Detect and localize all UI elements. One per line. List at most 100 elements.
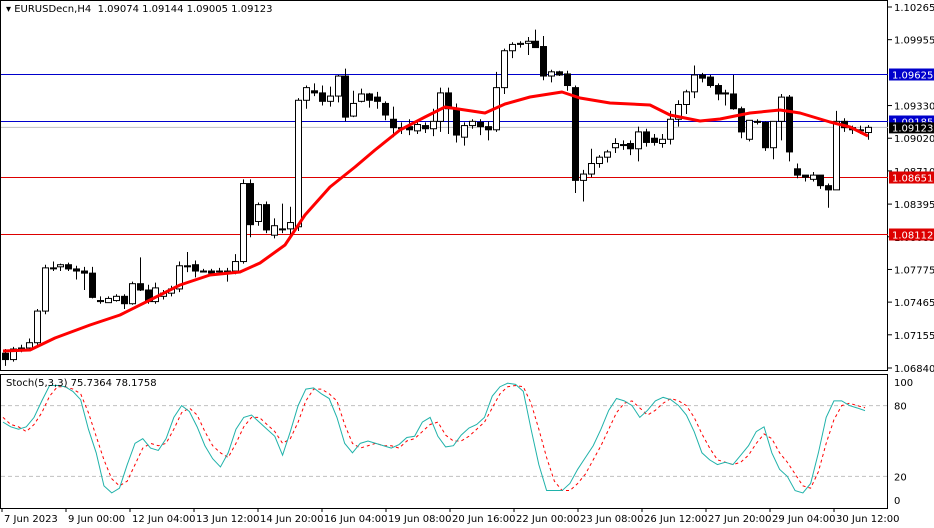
moving-average-line xyxy=(2,90,869,353)
candle xyxy=(675,103,682,120)
price-tick-label: 1.06840 xyxy=(894,364,934,375)
candle xyxy=(311,90,318,94)
candle xyxy=(556,71,563,76)
candle xyxy=(715,85,722,95)
candle xyxy=(350,102,357,117)
candle xyxy=(97,300,104,303)
candle xyxy=(295,99,302,228)
price-axis: 1.102651.099551.093301.090201.087101.083… xyxy=(888,3,934,375)
price-tick-label: 1.07775 xyxy=(894,265,934,276)
time-axis: 7 Jun 2023 9 Jun 00:00 12 Jun 04:00 13 Jun … xyxy=(1,508,900,525)
candle xyxy=(707,76,714,87)
candle xyxy=(643,131,650,143)
candle xyxy=(691,74,698,93)
candle xyxy=(137,283,144,291)
stoch-tick-label: 100 xyxy=(894,378,913,389)
candle xyxy=(865,126,872,134)
stoch-tick-label: 80 xyxy=(894,402,907,413)
candle xyxy=(247,183,254,226)
candle xyxy=(651,137,658,143)
candle xyxy=(572,87,579,181)
candle xyxy=(366,93,373,101)
time-tick-label: 16 Jun 04:00 xyxy=(324,514,388,525)
stoch-label: Stoch(5,3,3) xyxy=(6,378,68,389)
candle xyxy=(327,95,334,102)
candle xyxy=(430,120,437,130)
ohlc-values: 1.09074 1.09144 1.09005 1.09123 xyxy=(97,4,273,15)
candle xyxy=(382,102,389,116)
candle xyxy=(730,93,737,110)
time-tick-label: 12 Jun 04:00 xyxy=(132,514,196,525)
candle xyxy=(794,168,801,176)
candle xyxy=(342,75,349,118)
symbol-timeframe: EURUSDecn,H4 xyxy=(14,4,92,15)
candle xyxy=(89,272,96,298)
candle xyxy=(461,125,468,138)
candle xyxy=(453,108,460,136)
price-tick-label: 1.09330 xyxy=(894,102,934,113)
candle xyxy=(754,120,761,123)
candle xyxy=(722,92,729,95)
time-tick-label: 29 Jun 04:00 xyxy=(772,514,836,525)
stochastic-oscillator: 100 80 20 0 xyxy=(1,378,913,507)
candle xyxy=(255,204,262,222)
candle xyxy=(129,283,136,305)
candle xyxy=(699,74,706,79)
price-tick-label: 1.08395 xyxy=(894,200,934,211)
candle xyxy=(192,264,199,272)
level-price-label: 1.09625 xyxy=(892,71,933,82)
candle xyxy=(358,93,365,102)
candle xyxy=(200,270,207,273)
time-tick-label: 13 Jun 12:00 xyxy=(196,514,260,525)
candle xyxy=(271,225,278,236)
candle xyxy=(817,174,824,187)
candle xyxy=(374,96,381,102)
stoch-header: Stoch(5,3,3) 75.7364 78.1758 xyxy=(6,378,157,389)
candle xyxy=(580,173,587,181)
candle xyxy=(287,222,294,230)
candle xyxy=(517,42,524,45)
candle xyxy=(208,270,215,274)
candle xyxy=(770,120,777,149)
candle xyxy=(683,91,690,105)
price-tick-label: 1.09955 xyxy=(894,36,934,47)
price-tick-label: 1.07155 xyxy=(894,331,934,342)
candle xyxy=(825,185,832,191)
candle xyxy=(525,40,532,44)
chart-header: ▾ EURUSDecn,H4 1.09074 1.09144 1.09005 1… xyxy=(6,4,273,15)
candle xyxy=(604,151,611,158)
candle xyxy=(65,264,72,270)
candle xyxy=(532,40,539,49)
candle xyxy=(263,204,270,231)
price-tick-label: 1.07465 xyxy=(894,298,934,309)
candle xyxy=(746,119,753,140)
candle xyxy=(477,121,484,128)
time-tick-label: 27 Jun 20:00 xyxy=(708,514,772,525)
candle xyxy=(216,270,223,273)
candle xyxy=(184,265,191,268)
candle xyxy=(667,118,674,140)
candle xyxy=(335,75,342,97)
candle xyxy=(540,46,547,77)
time-tick-label: 23 Jun 08:00 xyxy=(580,514,644,525)
candle xyxy=(279,228,286,231)
collapse-triangle-icon[interactable]: ▾ xyxy=(6,4,15,15)
level-price-label: 1.08651 xyxy=(892,174,933,185)
candle xyxy=(738,108,745,133)
candle xyxy=(232,261,239,272)
level-price-label: 1.08112 xyxy=(892,231,933,242)
time-tick-label: 9 Jun 00:00 xyxy=(68,514,125,525)
candle xyxy=(588,163,595,175)
candle xyxy=(659,138,666,144)
candle xyxy=(57,264,64,268)
candle xyxy=(113,295,120,302)
candle xyxy=(833,120,840,191)
stoch-tick-label: 0 xyxy=(894,496,900,507)
candle xyxy=(176,265,183,290)
candle xyxy=(26,342,33,349)
candle xyxy=(612,142,619,149)
bid-price-label: 1.09123 xyxy=(892,123,933,134)
candle xyxy=(802,174,809,178)
candle xyxy=(564,73,571,87)
